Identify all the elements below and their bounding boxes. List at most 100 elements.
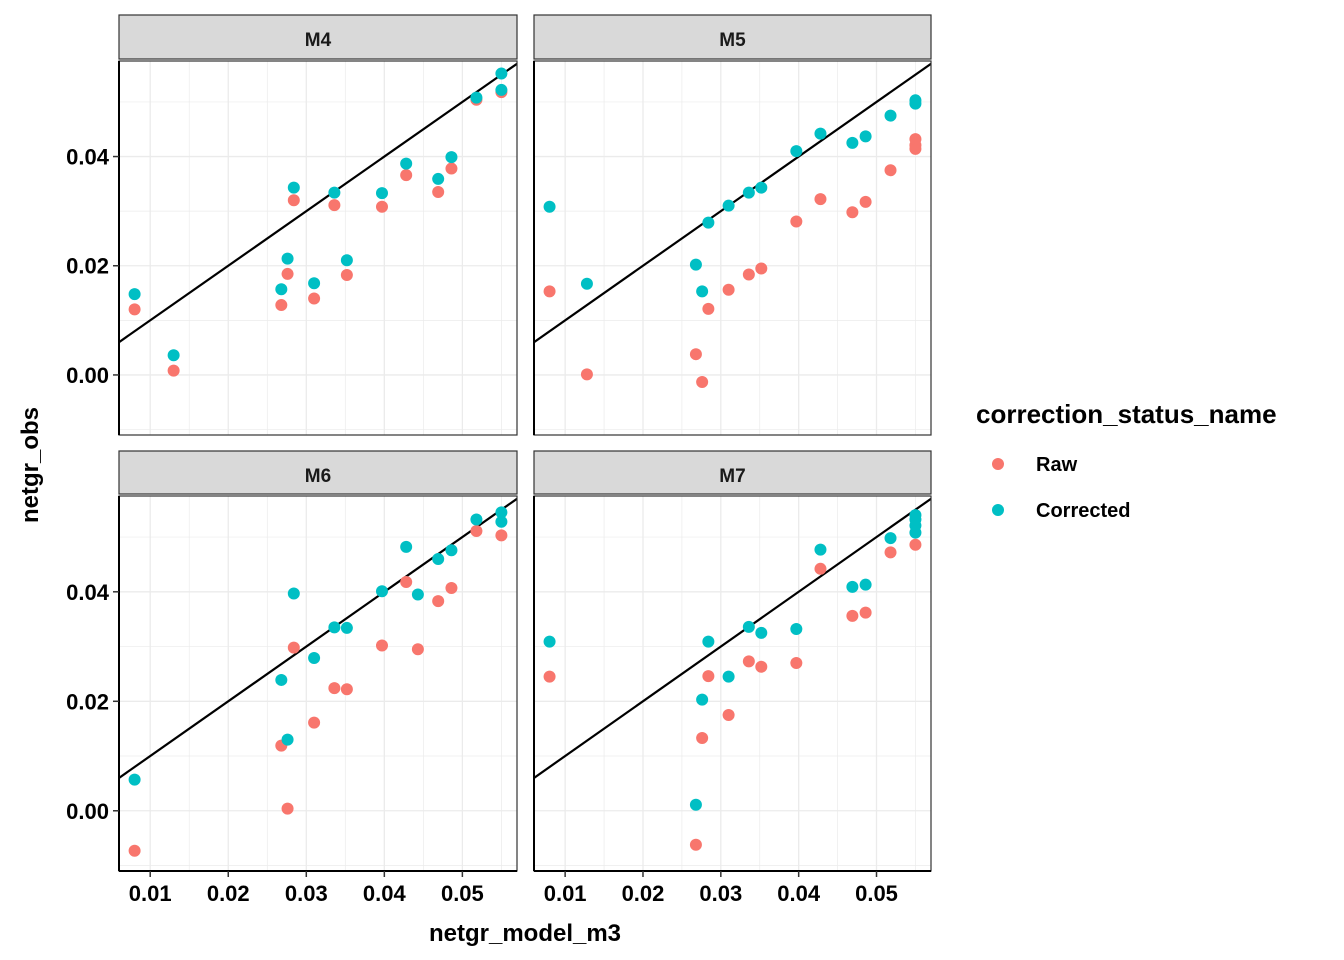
y-tick-label: 0.04: [66, 145, 110, 170]
x-tick-label: 0.02: [622, 881, 665, 906]
point-raw: [846, 206, 859, 219]
gridlines: [119, 496, 517, 871]
point-raw: [790, 656, 803, 669]
panel-m5: M5: [533, 14, 932, 436]
x-tick-label: 0.04: [777, 881, 821, 906]
point-corrected: [432, 552, 445, 565]
point-corrected: [375, 187, 388, 200]
y-axis-title: netgr_obs: [17, 407, 44, 523]
legend-key-raw: [992, 458, 1004, 470]
point-raw: [275, 299, 288, 312]
point-corrected: [308, 652, 321, 665]
point-corrected: [495, 515, 508, 528]
y-tick-label: 0.00: [66, 363, 109, 388]
series-raw: [543, 538, 922, 851]
point-corrected: [814, 127, 827, 140]
y-tick-label: 0.00: [66, 799, 109, 824]
facet-strip-label: M4: [305, 30, 332, 51]
point-raw: [375, 200, 388, 213]
x-tick-label: 0.03: [699, 881, 742, 906]
legend-title: correction_status_name: [976, 399, 1277, 429]
facet-strip-label: M6: [305, 466, 331, 487]
point-corrected: [755, 626, 768, 639]
point-corrected: [281, 252, 294, 265]
point-corrected: [742, 620, 755, 633]
panel-background: [534, 496, 931, 871]
point-corrected: [884, 532, 897, 545]
point-corrected: [432, 172, 445, 185]
point-corrected: [696, 285, 709, 298]
point-raw: [328, 199, 341, 212]
point-raw: [689, 838, 702, 851]
point-raw: [308, 292, 321, 305]
legend-label-raw: Raw: [1036, 454, 1078, 476]
point-corrected: [814, 543, 827, 556]
point-raw: [287, 194, 300, 207]
point-raw: [432, 595, 445, 608]
point-corrected: [400, 540, 413, 553]
legend-label-corrected: Corrected: [1036, 500, 1130, 522]
panel-background: [119, 496, 517, 871]
point-corrected: [846, 580, 859, 593]
point-raw: [128, 303, 141, 316]
point-corrected: [328, 186, 341, 199]
point-corrected: [884, 109, 897, 122]
point-corrected: [909, 94, 922, 107]
point-raw: [543, 670, 556, 683]
panel-background: [119, 61, 517, 435]
gridlines: [119, 61, 517, 435]
point-raw: [308, 716, 321, 729]
point-raw: [696, 731, 709, 744]
point-corrected: [846, 136, 859, 149]
x-tick-label: 0.02: [207, 881, 250, 906]
point-corrected: [495, 83, 508, 96]
point-raw: [742, 268, 755, 281]
point-raw: [859, 606, 872, 619]
point-raw: [281, 802, 294, 815]
point-raw: [495, 529, 508, 542]
point-corrected: [702, 216, 715, 229]
facet-strip: [533, 14, 932, 60]
point-raw: [340, 683, 353, 696]
legend: correction_status_name Raw Corrected: [976, 399, 1277, 522]
point-raw: [696, 376, 709, 389]
facet-strip: [118, 450, 518, 495]
facet-strip: [533, 450, 932, 495]
point-corrected: [287, 587, 300, 600]
point-raw: [281, 267, 294, 280]
x-tick-label: 0.04: [363, 881, 407, 906]
point-corrected: [328, 621, 341, 634]
point-corrected: [543, 635, 556, 648]
point-raw: [884, 546, 897, 559]
point-raw: [702, 670, 715, 683]
series-corrected: [128, 506, 508, 786]
point-corrected: [445, 544, 458, 557]
point-raw: [755, 660, 768, 673]
point-corrected: [755, 181, 768, 194]
legend-entries: Raw Corrected: [992, 454, 1130, 522]
x-tick-label: 0.01: [129, 881, 172, 906]
point-raw: [167, 364, 180, 377]
point-raw: [543, 285, 556, 298]
point-corrected: [340, 254, 353, 267]
point-raw: [400, 169, 413, 182]
point-raw: [400, 575, 413, 588]
x-tick-label: 0.05: [855, 881, 898, 906]
point-corrected: [495, 67, 508, 80]
point-raw: [909, 133, 922, 146]
point-corrected: [411, 588, 424, 601]
point-corrected: [790, 145, 803, 158]
y-tick-label: 0.02: [66, 254, 109, 279]
point-raw: [702, 302, 715, 315]
point-corrected: [742, 186, 755, 199]
point-raw: [722, 283, 735, 296]
point-raw: [755, 262, 768, 275]
identity-line: [534, 497, 931, 779]
series-raw: [128, 525, 508, 857]
gridlines: [534, 61, 931, 435]
point-raw: [790, 215, 803, 228]
point-corrected: [281, 733, 294, 746]
point-raw: [742, 655, 755, 668]
point-corrected: [689, 258, 702, 271]
